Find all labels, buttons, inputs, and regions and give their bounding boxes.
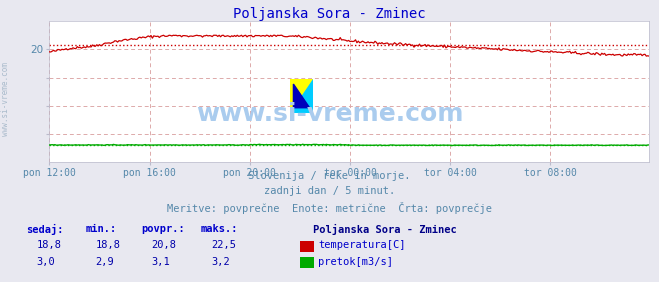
Text: 22,5: 22,5 — [211, 240, 236, 250]
Text: 18,8: 18,8 — [96, 240, 121, 250]
Text: temperatura[C]: temperatura[C] — [318, 240, 406, 250]
Text: 3,1: 3,1 — [152, 257, 170, 266]
Text: min.:: min.: — [86, 224, 117, 234]
Text: Poljanska Sora - Zminec: Poljanska Sora - Zminec — [233, 7, 426, 21]
Polygon shape — [290, 79, 313, 113]
Text: www.si-vreme.com: www.si-vreme.com — [1, 62, 10, 136]
Text: Poljanska Sora - Zminec: Poljanska Sora - Zminec — [313, 224, 457, 235]
Polygon shape — [290, 79, 313, 113]
Text: Slovenija / reke in morje.: Slovenija / reke in morje. — [248, 171, 411, 180]
Text: www.si-vreme.com: www.si-vreme.com — [196, 102, 463, 125]
Text: povpr.:: povpr.: — [142, 224, 185, 234]
Text: 2,9: 2,9 — [96, 257, 114, 266]
Text: sedaj:: sedaj: — [26, 224, 64, 235]
Text: maks.:: maks.: — [201, 224, 239, 234]
Polygon shape — [293, 84, 310, 108]
Text: zadnji dan / 5 minut.: zadnji dan / 5 minut. — [264, 186, 395, 196]
Text: 3,0: 3,0 — [36, 257, 55, 266]
Text: 18,8: 18,8 — [36, 240, 61, 250]
Text: pretok[m3/s]: pretok[m3/s] — [318, 257, 393, 266]
Text: 20,8: 20,8 — [152, 240, 177, 250]
Text: Meritve: povprečne  Enote: metrične  Črta: povprečje: Meritve: povprečne Enote: metrične Črta:… — [167, 202, 492, 214]
Text: 3,2: 3,2 — [211, 257, 229, 266]
